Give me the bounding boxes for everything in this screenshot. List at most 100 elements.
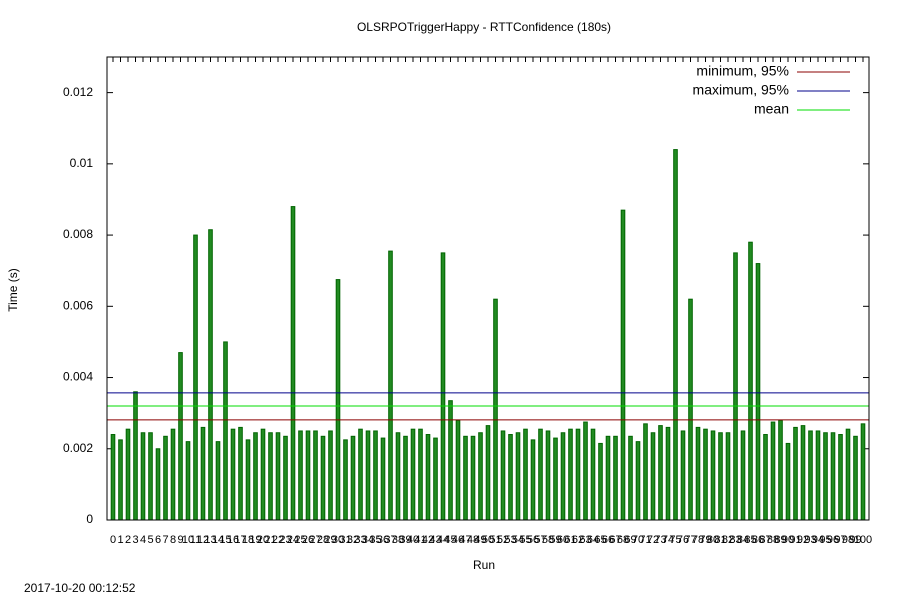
legend-label: minimum, 95%	[696, 63, 789, 79]
footer: 2017-10-20 00:12:52	[24, 581, 136, 595]
x-tick-label: 25	[294, 534, 306, 546]
x-tick-label: 3	[132, 534, 138, 546]
bar	[695, 426, 701, 521]
x-tick-label: 28	[317, 534, 329, 546]
x-tick-label: 62	[572, 534, 584, 546]
x-tick-label: 2	[125, 534, 131, 546]
x-tick-label: 79	[699, 534, 711, 546]
x-tick-label: 43	[429, 534, 441, 546]
bar	[628, 435, 633, 521]
x-tick-label: 6	[155, 534, 161, 546]
bar	[448, 400, 453, 521]
x-tick-label: 19	[249, 534, 261, 546]
bar	[635, 441, 641, 521]
x-tick-label: 14	[212, 534, 224, 546]
bar	[110, 434, 116, 521]
bar	[560, 432, 566, 521]
bar	[778, 419, 783, 521]
x-tick-label: 0	[110, 534, 116, 546]
x-tick-label: 38	[392, 534, 404, 546]
x-tick-label: 49	[474, 534, 486, 546]
bar	[275, 432, 281, 521]
x-tick-label: 100	[854, 534, 872, 546]
x-tick-label: 48	[467, 534, 479, 546]
bar	[613, 435, 618, 521]
bar	[215, 441, 221, 521]
x-tick-label: 51	[489, 534, 501, 546]
y-tick-label: 0.004	[63, 370, 93, 384]
bar	[133, 391, 138, 521]
x-tick-label: 94	[812, 534, 824, 546]
bar	[808, 430, 813, 521]
x-tick-label: 98	[842, 534, 854, 546]
x-tick-label: 53	[504, 534, 516, 546]
bar	[140, 432, 146, 521]
bar	[365, 430, 371, 521]
x-tick-label: 73	[654, 534, 666, 546]
x-tick-label: 82	[722, 534, 734, 546]
x-tick-label: 10	[182, 534, 194, 546]
bar	[223, 341, 228, 521]
x-tick-label: 15	[219, 534, 231, 546]
bar	[763, 434, 768, 521]
bar	[500, 430, 506, 521]
x-tick-label: 31	[339, 534, 351, 546]
bar	[320, 435, 326, 521]
bar	[493, 298, 498, 521]
bar	[853, 435, 858, 521]
x-tick-label: 58	[542, 534, 554, 546]
bar	[253, 432, 258, 521]
bar	[515, 432, 521, 521]
legend-label: mean	[754, 101, 789, 117]
x-tick-label: 54	[512, 534, 524, 546]
bar	[733, 252, 738, 521]
x-tick-label: 74	[662, 534, 674, 546]
bar	[238, 426, 243, 521]
bar	[748, 241, 753, 521]
bar	[718, 432, 723, 521]
x-tick-label: 17	[234, 534, 246, 546]
x-tick-label: 45	[444, 534, 456, 546]
x-tick-label: 96	[827, 534, 839, 546]
x-tick-label: 64	[587, 534, 599, 546]
bar	[830, 432, 836, 521]
bar	[185, 441, 191, 521]
x-tick-label: 16	[227, 534, 239, 546]
bar	[530, 439, 536, 521]
bar	[463, 435, 468, 521]
bar	[598, 442, 603, 521]
x-tick-label: 18	[242, 534, 254, 546]
bar	[125, 428, 131, 521]
x-tick-label: 37	[384, 534, 396, 546]
x-axis-label: Run	[473, 558, 495, 572]
bar	[350, 435, 356, 521]
x-tick-label: 66	[602, 534, 614, 546]
x-tick-label: 41	[414, 534, 426, 546]
x-tick-label: 63	[579, 534, 591, 546]
bar	[373, 430, 378, 521]
bar	[335, 279, 341, 521]
y-tick-label: 0.006	[63, 298, 93, 312]
x-tick-label: 77	[684, 534, 696, 546]
x-tick-label: 59	[549, 534, 561, 546]
x-tick-label: 30	[332, 534, 344, 546]
x-tick-label: 4	[140, 534, 146, 546]
bar	[658, 425, 663, 521]
bar	[785, 442, 791, 521]
bar	[800, 425, 806, 521]
x-tick-label: 95	[819, 534, 831, 546]
y-tick-label: 0.008	[63, 227, 93, 241]
x-tick-label: 61	[564, 534, 576, 546]
bar	[358, 428, 363, 521]
bar	[230, 428, 236, 521]
bar	[298, 430, 303, 521]
bar	[208, 229, 213, 521]
bar	[200, 426, 206, 521]
x-tick-label: 24	[287, 534, 299, 546]
y-axis-label: Time (s)	[6, 268, 20, 312]
x-tick-label: 86	[752, 534, 764, 546]
x-tick-label: 5	[147, 534, 153, 546]
x-tick-label: 93	[804, 534, 816, 546]
x-tick-label: 33	[354, 534, 366, 546]
